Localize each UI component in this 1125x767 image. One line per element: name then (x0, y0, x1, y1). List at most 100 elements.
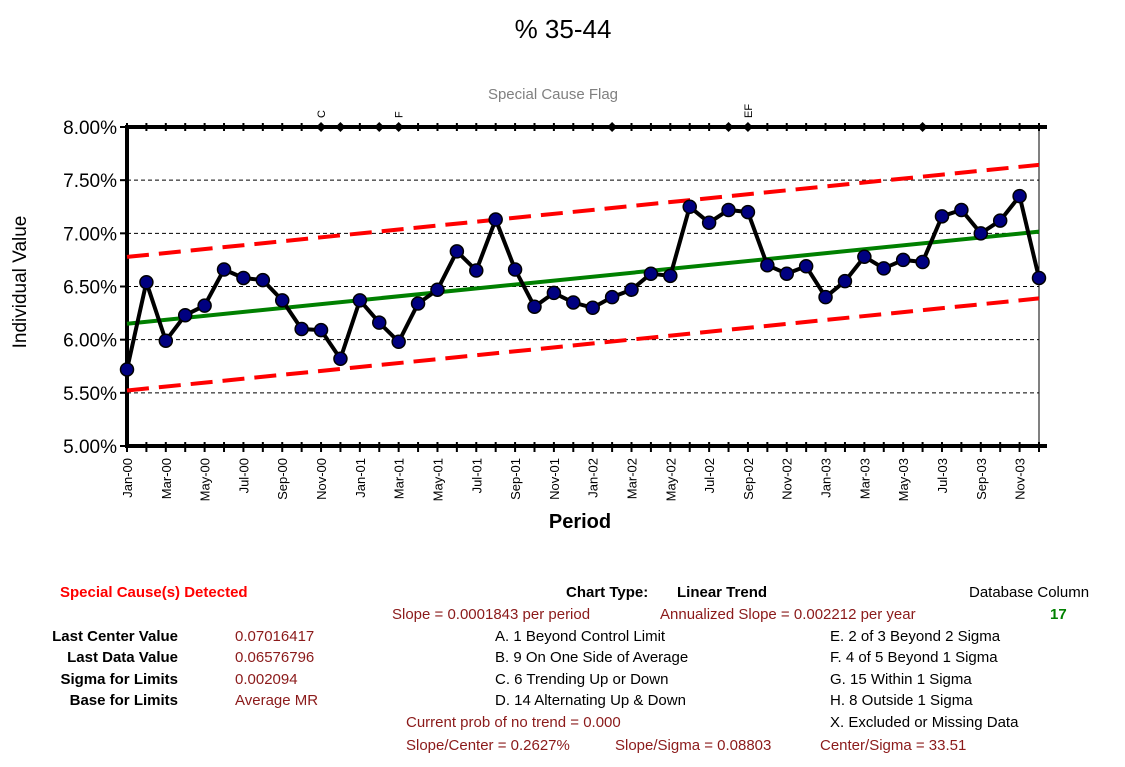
sigma-label: Sigma for Limits (60, 671, 178, 688)
x-tick-label: Mar-01 (392, 458, 407, 499)
data-point (740, 204, 756, 220)
flag-marker (393, 122, 404, 132)
data-point (352, 293, 368, 308)
slope-sigma-text: Slope/Sigma = 0.08803 (615, 737, 772, 754)
upper-control-limit (126, 162, 1040, 259)
rule-g: G. 15 Within 1 Sigma (830, 671, 972, 688)
x-tick-label: Jan-02 (586, 458, 601, 498)
data-point (876, 261, 892, 276)
data-point (333, 351, 348, 367)
data-point (915, 254, 930, 270)
rule-x: X. Excluded or Missing Data (830, 714, 1019, 731)
data-point (236, 270, 251, 286)
data-point (643, 266, 659, 281)
data-point (313, 322, 329, 338)
data-point (604, 289, 620, 305)
x-tick-label: Sep-01 (508, 458, 523, 500)
db-column-label: Database Column (969, 584, 1090, 601)
rule-c: C. 6 Trending Up or Down (495, 671, 669, 688)
x-tick-label: Jul-00 (236, 458, 251, 493)
flag-label: EF (743, 104, 755, 118)
flag-marker (917, 122, 928, 132)
y-tick-label: 8.00% (63, 118, 117, 139)
data-point (837, 273, 853, 289)
y-tick-label: 5.00% (63, 437, 117, 458)
data-point (566, 295, 581, 310)
data-point (857, 249, 872, 264)
data-point (274, 293, 290, 308)
x-tick-label: Sep-02 (741, 458, 756, 500)
x-tick-label: Nov-00 (314, 458, 329, 500)
y-tick-label: 5.50% (63, 384, 117, 405)
data-point (119, 362, 135, 377)
control-chart: % 35-44 Special Cause Flag Individual Va… (10, 14, 1047, 533)
data-point (973, 226, 989, 241)
data-point (818, 289, 833, 305)
y-tick-label: 7.00% (63, 224, 117, 245)
x-tick-label: Nov-01 (547, 458, 562, 500)
x-tick-label: Jul-03 (935, 458, 950, 493)
flag-marker (723, 122, 734, 132)
data-point (372, 315, 387, 330)
x-tick-label: Sep-03 (974, 458, 989, 500)
flag-marker (335, 122, 346, 132)
data-point (701, 215, 717, 230)
y-tick-label: 6.50% (63, 278, 117, 299)
rule-e: E. 2 of 3 Beyond 2 Sigma (830, 628, 1001, 645)
x-axis-label: Period (549, 511, 611, 533)
data-point (158, 333, 174, 348)
data-point (682, 199, 697, 214)
annualized-slope-text: Annualized Slope = 0.002212 per year (660, 606, 916, 623)
slope-text: Slope = 0.0001843 per period (392, 606, 591, 623)
flag-marker (316, 122, 327, 132)
x-tick-label: Jan-00 (120, 458, 135, 498)
rule-a: A. 1 Beyond Control Limit (495, 628, 666, 645)
data-point (1031, 270, 1047, 286)
x-tick-label: May-01 (430, 458, 445, 501)
base-limits-value: Average MR (235, 692, 319, 709)
data-point (585, 300, 600, 316)
x-tick-label: Mar-00 (159, 458, 174, 499)
data-point (469, 263, 484, 278)
data-point (294, 321, 309, 337)
last-data-label: Last Data Value (67, 649, 178, 666)
x-tick-label: May-00 (198, 458, 213, 501)
data-point (1012, 188, 1027, 204)
rule-f: F. 4 of 5 Beyond 1 Sigma (830, 649, 998, 666)
chart-type-label: Chart Type: (566, 584, 649, 601)
data-point (410, 296, 426, 311)
data-point (546, 285, 562, 301)
x-tick-label: Mar-02 (625, 458, 640, 499)
data-point (760, 257, 775, 273)
data-point (197, 298, 212, 313)
data-point (488, 212, 503, 227)
data-point (721, 202, 736, 218)
x-tick-label: Nov-02 (780, 458, 795, 500)
rule-b: B. 9 On One Side of Average (495, 649, 689, 666)
data-point (954, 202, 969, 218)
chart-title: % 35-44 (515, 14, 612, 44)
flag-label: C (316, 110, 328, 118)
center-sigma-text: Center/Sigma = 33.51 (820, 737, 967, 754)
data-point (391, 334, 406, 350)
flag-label: F (394, 111, 406, 118)
flag-marker (374, 122, 385, 132)
data-point (216, 262, 232, 277)
x-tick-label: May-03 (896, 458, 911, 501)
data-point (934, 209, 950, 224)
data-point (507, 262, 523, 277)
lower-control-limit (126, 296, 1040, 393)
data-point (624, 282, 639, 297)
last-center-value: 0.07016417 (235, 628, 315, 645)
x-tick-label: Jan-03 (819, 458, 834, 498)
slope-center-text: Slope/Center = 0.2627% (406, 737, 570, 754)
y-tick-label: 7.50% (63, 171, 117, 192)
db-column-value: 17 (1050, 606, 1067, 623)
x-tick-label: Nov-03 (1013, 458, 1028, 500)
x-tick-label: Sep-00 (275, 458, 290, 500)
last-data-value: 0.06576796 (235, 649, 315, 666)
chart-type-value: Linear Trend (677, 584, 768, 601)
x-tick-label: Jul-02 (702, 458, 717, 493)
data-point (895, 252, 911, 268)
data-point (177, 307, 193, 323)
